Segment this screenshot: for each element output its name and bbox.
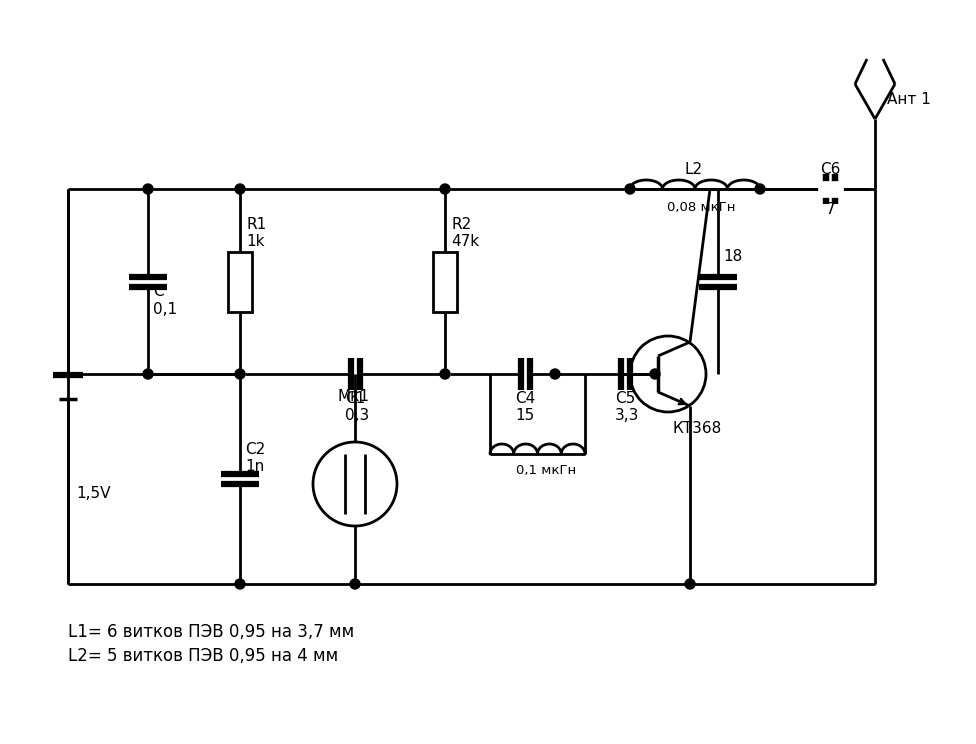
Text: C4: C4: [515, 391, 535, 405]
Circle shape: [143, 369, 153, 379]
Text: 0,3: 0,3: [345, 408, 369, 423]
Circle shape: [235, 579, 245, 589]
Text: 15: 15: [515, 408, 534, 423]
Text: 1n: 1n: [245, 458, 264, 473]
Text: L2: L2: [685, 161, 703, 176]
Text: 1k: 1k: [246, 234, 264, 248]
Circle shape: [440, 369, 450, 379]
Text: 7: 7: [826, 202, 835, 217]
Circle shape: [625, 184, 635, 194]
Text: R2: R2: [451, 217, 471, 231]
Circle shape: [143, 184, 153, 194]
Text: Ант 1: Ант 1: [887, 92, 931, 106]
Circle shape: [650, 369, 660, 379]
Text: R1: R1: [246, 217, 266, 231]
Circle shape: [235, 184, 245, 194]
Text: C5: C5: [615, 391, 635, 405]
Text: 18: 18: [723, 249, 743, 264]
Text: КТ368: КТ368: [673, 420, 722, 435]
Circle shape: [550, 369, 560, 379]
Text: 47k: 47k: [451, 234, 479, 248]
Text: 0,1: 0,1: [153, 302, 177, 317]
Text: Мк1: Мк1: [337, 388, 369, 403]
Text: C: C: [153, 284, 164, 299]
Text: C2: C2: [245, 441, 265, 457]
Text: 0,08 мкГн: 0,08 мкГн: [667, 200, 736, 214]
Text: 3,3: 3,3: [615, 408, 639, 423]
Text: L1= 6 витков ПЭВ 0,95 на 3,7 мм: L1= 6 витков ПЭВ 0,95 на 3,7 мм: [68, 623, 354, 641]
Circle shape: [350, 579, 360, 589]
Text: C6: C6: [820, 161, 840, 176]
Circle shape: [440, 184, 450, 194]
Bar: [228, 251, 252, 312]
Text: C1: C1: [345, 391, 365, 405]
Bar: [433, 251, 457, 312]
Circle shape: [685, 579, 695, 589]
Text: 1,5V: 1,5V: [76, 487, 110, 501]
Circle shape: [235, 369, 245, 379]
Text: L2= 5 витков ПЭВ 0,95 на 4 мм: L2= 5 витков ПЭВ 0,95 на 4 мм: [68, 647, 339, 665]
Text: 0,1 мкГн: 0,1 мкГн: [515, 464, 576, 476]
Circle shape: [755, 184, 765, 194]
